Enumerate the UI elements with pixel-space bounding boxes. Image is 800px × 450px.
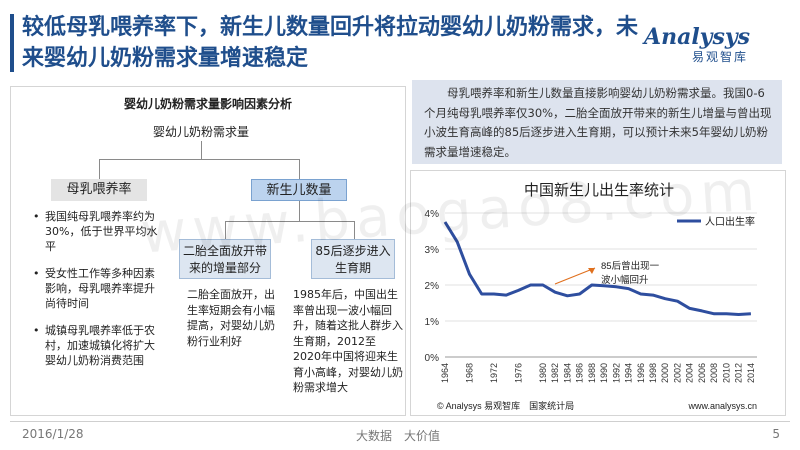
chart-url: www.analysys.cn — [687, 401, 757, 411]
y-tick-label: 1% — [425, 317, 440, 328]
connector-line — [201, 141, 202, 159]
second-child-policy-node: 二胎全面放开带来的增量部分 — [179, 239, 271, 279]
x-tick-label: 2008 — [709, 363, 719, 383]
x-tick-label: 2004 — [685, 363, 695, 383]
summary-box: 母乳喂养率和新生儿数量直接影响婴幼儿奶粉需求量。我国0-6个月纯母乳喂养率仅30… — [412, 80, 782, 164]
footer-slogan: 大数据 大价值 — [356, 429, 441, 443]
bullet-item: 我国纯母乳喂养率约为30%，低于世界平均水平 — [33, 209, 163, 254]
x-tick-label: 1994 — [624, 363, 634, 383]
page-title: 较低母乳喂养率下，新生儿数量回升将拉动婴幼儿奶粉需求，未来婴幼儿奶粉需求量增速稳… — [22, 15, 639, 71]
x-tick-label: 2002 — [672, 363, 682, 383]
logo-subtext: 易观智库 — [692, 50, 749, 64]
annotation-text-line2: 波小幅回升 — [601, 274, 649, 286]
x-tick-label: 1998 — [648, 363, 658, 383]
connector-line — [99, 159, 100, 179]
analysys-logo: Analysys 易观智库 — [644, 24, 774, 64]
bullet-item: 城镇母乳喂养率低于农村，加速城镇化将扩大婴幼儿奶粉消费范围 — [33, 323, 163, 368]
bullet-item: 受女性工作等多种因素影响，母乳喂养率提升尚待时间 — [33, 266, 163, 311]
tree-root-node: 婴幼儿奶粉需求量 — [152, 125, 249, 139]
post85-description: 1985年后，中国出生率曾出现一波小幅回升，随着这批人群步入生育期，2012至2… — [293, 288, 403, 394]
logo-text: Analysys — [644, 24, 751, 50]
x-tick-label: 1990 — [599, 363, 609, 383]
birth-rate-chart-panel: 中国新生儿出生率统计 0% 1% 2% 3% 4% 1964 1968 1972 1976 1980… — [410, 170, 786, 416]
connector-line — [354, 221, 355, 239]
x-tick-label: 2010 — [721, 363, 731, 383]
connector-line — [225, 221, 226, 239]
breastfeeding-bullets: 我国纯母乳喂养率约为30%，低于世界平均水平 受女性工作等多种因素影响，母乳喂养… — [33, 209, 163, 380]
x-tick-label: 1976 — [513, 363, 523, 383]
birth-rate-chart: 中国新生儿出生率统计 0% 1% 2% 3% 4% 1964 1968 1972 1976 1980… — [425, 182, 757, 411]
legend-label: 人口出生率 — [705, 215, 755, 228]
newborn-count-node: 新生儿数量 — [251, 179, 347, 201]
page-number: 5 — [772, 427, 780, 441]
connector-line — [299, 159, 300, 179]
second-child-description: 二胎全面放开，出生率短期会有小幅提高，对婴幼儿奶粉行业利好 — [187, 288, 275, 348]
chart-source: © Analysys 易观智库 国家统计局 — [437, 400, 574, 411]
connector-line — [225, 221, 355, 222]
x-tick-label: 2014 — [746, 363, 756, 383]
series-line-人口出生率 — [443, 221, 751, 316]
y-tick-label: 2% — [425, 281, 440, 292]
x-tick-label: 2006 — [697, 363, 707, 383]
annotation-arrow-line — [554, 267, 596, 285]
x-tick-label: 1972 — [489, 363, 499, 383]
summary-text: 母乳喂养率和新生儿数量直接影响婴幼儿奶粉需求量。我国0-6个月纯母乳喂养率仅30… — [424, 86, 772, 159]
connector-line — [99, 159, 299, 160]
annotation-text-line1: 85后曾出现一 — [601, 260, 660, 272]
tree-title: 婴幼儿奶粉需求量影响因素分析 — [123, 97, 292, 111]
x-tick-label: 2012 — [734, 363, 744, 383]
connector-line — [299, 201, 300, 221]
factor-analysis-panel: 婴幼儿奶粉需求量影响因素分析 婴幼儿奶粉需求量 母乳喂养率 新生儿数量 二胎全面… — [10, 86, 406, 416]
x-tick-label: 1984 — [562, 363, 572, 383]
footer-divider — [10, 421, 790, 422]
x-tick-label: 1996 — [636, 363, 646, 383]
breastfeeding-rate-node: 母乳喂养率 — [51, 179, 147, 201]
x-tick-label: 1986 — [575, 363, 585, 383]
x-tick-label: 1980 — [538, 363, 548, 383]
annotation-arrow-head — [588, 268, 595, 274]
x-tick-label: 1988 — [587, 363, 597, 383]
x-tick-label: 1964 — [440, 363, 450, 383]
chart-title: 中国新生儿出生率统计 — [524, 182, 674, 199]
title-accent-bar — [10, 14, 14, 72]
x-tick-label: 2000 — [660, 363, 670, 383]
x-tick-label: 1982 — [550, 363, 560, 383]
y-tick-label: 4% — [425, 209, 440, 220]
x-tick-label: 1968 — [464, 363, 474, 383]
y-tick-label: 0% — [425, 353, 440, 364]
footer-date: 2016/1/28 — [22, 427, 84, 441]
y-tick-label: 3% — [425, 245, 440, 256]
post85-generation-node: 85后逐步进入生育期 — [311, 239, 395, 279]
x-tick-label: 1992 — [611, 363, 621, 383]
